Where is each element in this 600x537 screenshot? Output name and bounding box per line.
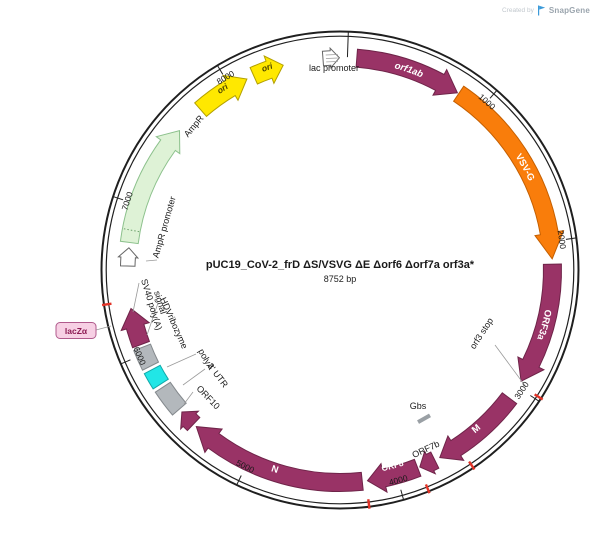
snapgene-credit: Created by SnapGene bbox=[502, 5, 590, 16]
feature-polya bbox=[143, 364, 169, 390]
feature-label-polya: polyA bbox=[196, 347, 216, 371]
snapgene-logo-icon bbox=[537, 5, 546, 16]
feature-label-ampr-promoter: AmpR promoter bbox=[151, 195, 178, 259]
feature-gbs-bar bbox=[417, 413, 431, 424]
feature-orf1ab bbox=[355, 48, 459, 96]
feature-orf3a bbox=[517, 263, 562, 382]
feature-label-ampr: AmpR bbox=[182, 113, 206, 139]
feature-label-lac-promoter: lac promoter bbox=[309, 63, 359, 73]
feature-n bbox=[195, 426, 364, 493]
tick-2000: 2000 bbox=[556, 230, 569, 250]
feature-sv40 bbox=[120, 307, 151, 349]
tick-3000: 3000 bbox=[512, 379, 531, 401]
laczalpha-label-box: lacZα bbox=[55, 322, 97, 339]
feature-orf10 bbox=[180, 410, 201, 432]
tick-4000: 4000 bbox=[388, 473, 409, 488]
feature-vsv-g bbox=[452, 85, 565, 260]
feature-utr3 bbox=[154, 381, 187, 416]
feature-ampr-promoter bbox=[117, 247, 140, 267]
feature-orf8 bbox=[366, 458, 422, 494]
feature-m bbox=[439, 392, 518, 462]
feature-ori2 bbox=[249, 55, 284, 85]
credit-brand: SnapGene bbox=[548, 6, 590, 15]
feature-label-n: N bbox=[270, 463, 280, 476]
feature-label-orf3-stop: orf3 stop bbox=[468, 316, 495, 351]
feature-label-ori2: ori bbox=[260, 60, 274, 73]
credit-prefix: Created by bbox=[502, 7, 534, 14]
feature-ori bbox=[193, 74, 248, 118]
feature-label-laczalpha: lacZα bbox=[65, 326, 88, 336]
plasmid-title: pUC19_CoV-2_frD ΔS/VSVG ΔE Δorf6 Δorf7a … bbox=[206, 259, 475, 271]
feature-label-orf10: ORF10 bbox=[195, 383, 222, 411]
map-graphics bbox=[95, 30, 580, 510]
feature-ampr bbox=[119, 130, 181, 245]
feature-hdv bbox=[133, 343, 160, 371]
plasmid-size: 8752 bp bbox=[324, 274, 357, 284]
feature-label-gbs: Gbs bbox=[410, 401, 427, 411]
feature-orf7b bbox=[419, 449, 440, 475]
